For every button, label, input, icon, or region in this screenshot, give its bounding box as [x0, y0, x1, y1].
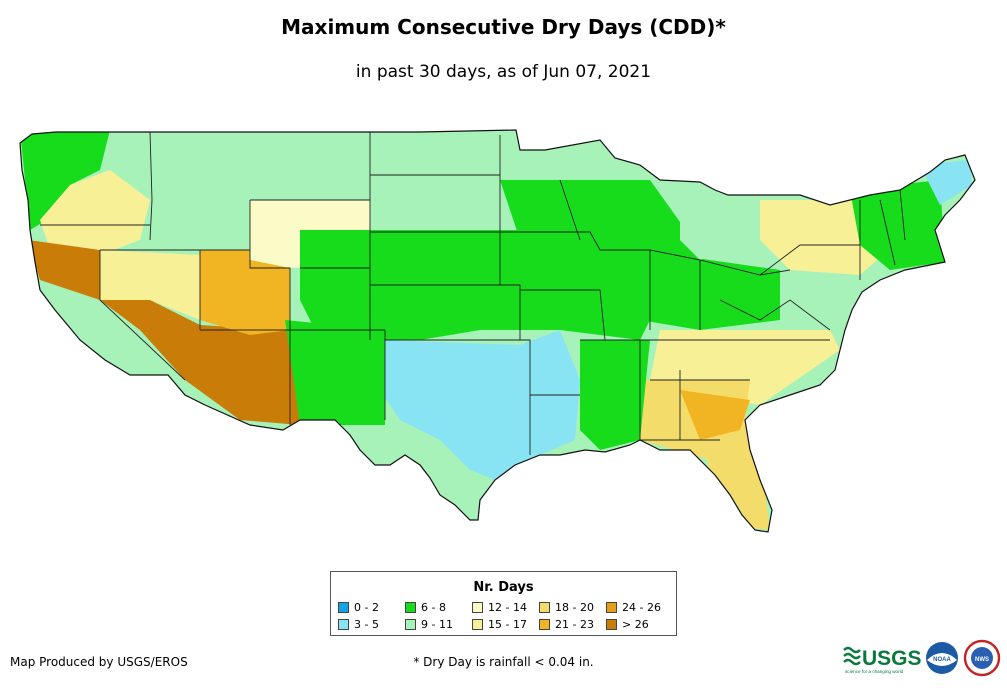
usgs-tagline: science for a changing world [845, 669, 904, 674]
map-region-maine [920, 160, 972, 205]
dry-day-footnote: * Dry Day is rainfall < 0.04 in. [413, 655, 594, 669]
legend-label: 0 - 2 [354, 601, 379, 614]
legend-label: 21 - 23 [555, 618, 594, 631]
legend-label: 6 - 8 [421, 601, 446, 614]
legend-item-15-17: 15 - 17 [472, 618, 527, 631]
map-credit: Map Produced by USGS/EROS [10, 655, 188, 669]
legend-swatch [338, 619, 349, 630]
legend-label: 9 - 11 [421, 618, 453, 631]
nws-wordmark: NWS [975, 657, 989, 663]
map-region-dakotas [370, 135, 520, 230]
legend-swatch [606, 602, 617, 613]
nws-logo: NWS [963, 639, 1001, 677]
legend-label: 12 - 14 [488, 601, 527, 614]
legend-label: 3 - 5 [354, 618, 379, 631]
legend-swatch [405, 619, 416, 630]
legend-swatch [338, 602, 349, 613]
map-subtitle: in past 30 days, as of Jun 07, 2021 [355, 62, 652, 82]
map-region-oregon-idaho [40, 170, 150, 255]
legend-swatch [472, 602, 483, 613]
state-borders [40, 131, 906, 455]
usgs-logo: USGS science for a changing world [843, 646, 922, 674]
map-region-new-england [850, 180, 945, 270]
legend-item-21-23: 21 - 23 [539, 618, 594, 631]
usgs-wordmark: USGS [862, 647, 922, 670]
legend-item-0-2: 0 - 2 [338, 601, 379, 614]
legend-item-9-11: 9 - 11 [405, 618, 453, 631]
map-region-new-mexico [285, 320, 385, 425]
map-region-great-basin [100, 250, 200, 320]
legend-swatch [606, 619, 617, 630]
legend-swatch [472, 619, 483, 630]
legend-item-24-26: 24 - 26 [606, 601, 661, 614]
map-region-northern-rockies [150, 130, 370, 210]
legend-label: 15 - 17 [488, 618, 527, 631]
cdd-map-fill [20, 130, 975, 532]
legend: Nr. Days 0 - 2 3 - 5 6 - 8 9 - 11 12 - 1… [330, 571, 677, 636]
map-region-utah [200, 250, 290, 335]
legend-label: 18 - 20 [555, 601, 594, 614]
map-region-georgia-carolina [680, 390, 750, 440]
agency-logos: USGS science for a changing world NOAA N… [843, 639, 1001, 677]
map-region-mississippi-valley [580, 340, 650, 450]
map-region-southwest-extreme [28, 240, 300, 425]
map-region-michigan [680, 190, 735, 260]
legend-swatch [405, 602, 416, 613]
legend-label: > 26 [622, 618, 649, 631]
legend-item-12-14: 12 - 14 [472, 601, 527, 614]
legend-item-over-26: > 26 [606, 618, 649, 631]
map-region-florida [700, 440, 770, 530]
legend-swatch [539, 619, 550, 630]
legend-item-18-20: 18 - 20 [539, 601, 594, 614]
noaa-wordmark: NOAA [933, 657, 951, 663]
legend-swatch [539, 602, 550, 613]
noaa-logo: NOAA [926, 642, 958, 674]
legend-item-3-5: 3 - 5 [338, 618, 379, 631]
map-title: Maximum Consecutive Dry Days (CDD)* [281, 15, 726, 39]
legend-item-6-8: 6 - 8 [405, 601, 446, 614]
map-region-pacific-nw [20, 130, 110, 230]
legend-label: 24 - 26 [622, 601, 661, 614]
legend-title: Nr. Days [473, 580, 534, 595]
map-region-ohio-valley [640, 250, 780, 330]
